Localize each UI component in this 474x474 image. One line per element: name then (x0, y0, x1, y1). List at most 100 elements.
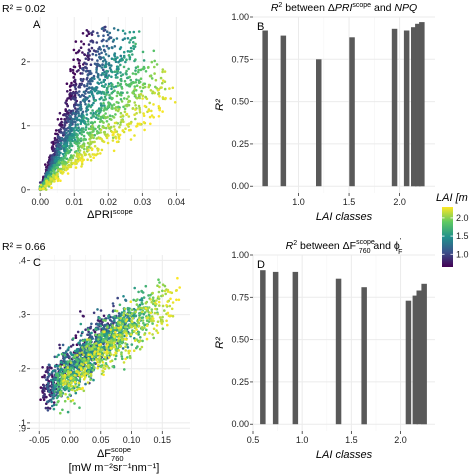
scatter-point (164, 292, 167, 296)
scatter-point (86, 118, 90, 121)
scatter-point (59, 121, 63, 125)
scatter-point (65, 387, 68, 391)
scatter-point (105, 91, 109, 94)
scatter-point (83, 376, 87, 379)
scatter-point (95, 62, 98, 66)
scatter-point (115, 140, 119, 144)
scatter-point (107, 341, 111, 344)
scatter-point (159, 76, 163, 80)
bar (280, 35, 287, 187)
scatter-point (55, 166, 58, 169)
scatter-point (133, 85, 137, 88)
panel-c-x-axis-units: [mW m⁻²sr⁻¹nm⁻¹] (69, 462, 160, 474)
scatter-point (152, 327, 156, 331)
scatter-point (86, 158, 89, 161)
scatter-point (97, 125, 100, 129)
scatter-point (94, 339, 98, 342)
scatter-point (102, 80, 106, 83)
scatter-point (123, 334, 126, 338)
scatter-point (112, 353, 116, 357)
scatter-point (105, 365, 108, 368)
scatter-point (89, 353, 92, 357)
scatter-point (86, 359, 90, 363)
scatter-point (114, 73, 118, 77)
scatter-point (59, 128, 62, 131)
scatter-point (60, 141, 63, 145)
scatter-point (104, 116, 107, 120)
scatter-point (68, 114, 72, 118)
scatter-point (149, 89, 153, 92)
scatter-point (77, 381, 81, 385)
scatter-point (132, 30, 136, 34)
scatter-point (78, 378, 82, 381)
scatter-point (105, 340, 109, 344)
scatter-point (136, 307, 140, 311)
scatter-point (93, 144, 97, 148)
scatter-point (79, 310, 82, 313)
scatter-point (85, 84, 89, 88)
scatter-point (157, 290, 161, 294)
scatter-point (56, 377, 60, 380)
panel-c-points (39, 276, 181, 415)
scatter-point (151, 317, 155, 320)
scatter-point (70, 154, 73, 157)
scatter-point (106, 115, 109, 119)
scatter-point (49, 366, 52, 370)
panel-a-scatter: 0.00 0.01 0.02 0.03 0.04 0 1 2 A R² = 0.02 ΔPRI… (2, 3, 190, 221)
scatter-point (110, 87, 113, 91)
scatter-point (73, 389, 77, 393)
scatter-point (96, 323, 100, 326)
scatter-point (79, 100, 82, 104)
scatter-point (97, 47, 100, 51)
scatter-point (82, 130, 85, 134)
scatter-point (140, 301, 144, 305)
scatter-point (81, 346, 84, 349)
scatter-point (156, 331, 160, 335)
scatter-point (87, 48, 91, 51)
scatter-point (87, 32, 91, 36)
scatter-point (73, 78, 77, 82)
scatter-point (77, 374, 81, 377)
scatter-point (48, 363, 51, 367)
scatter-point (91, 133, 94, 137)
scatter-point (136, 122, 140, 126)
scatter-point (76, 330, 80, 334)
scatter-point (145, 97, 149, 101)
scatter-point (132, 41, 135, 44)
scatter-point (61, 152, 65, 156)
scatter-point (80, 155, 84, 159)
scatter-point (74, 336, 78, 340)
scatter-point (130, 308, 134, 312)
scatter-point (151, 333, 154, 336)
scatter-point (109, 339, 113, 342)
scatter-point (57, 129, 60, 132)
scatter-point (143, 128, 146, 132)
scatter-point (165, 304, 168, 307)
scatter-point (67, 160, 70, 164)
scatter-point (48, 390, 51, 394)
scatter-point (105, 337, 108, 341)
scatter-point (107, 38, 110, 41)
panel-b-x-axis-label: LAI classes (316, 211, 373, 223)
scatter-point (56, 364, 60, 368)
scatter-point (86, 120, 90, 123)
scatter-point (75, 362, 79, 366)
scatter-point (60, 137, 64, 140)
scatter-point (104, 62, 108, 66)
scatter-point (42, 384, 46, 388)
scatter-point (138, 110, 142, 114)
scatter-point (83, 369, 86, 373)
scatter-point (127, 100, 131, 103)
scatter-point (103, 355, 107, 359)
scatter-point (83, 357, 86, 361)
scatter-point (83, 147, 86, 151)
scatter-point (68, 368, 72, 371)
scatter-point (136, 321, 140, 325)
scatter-point (137, 104, 141, 108)
scatter-point (108, 114, 112, 117)
scatter-point (55, 396, 59, 400)
scatter-point (66, 97, 69, 100)
scatter-point (121, 334, 124, 337)
scatter-point (102, 34, 105, 37)
scatter-point (88, 137, 91, 141)
